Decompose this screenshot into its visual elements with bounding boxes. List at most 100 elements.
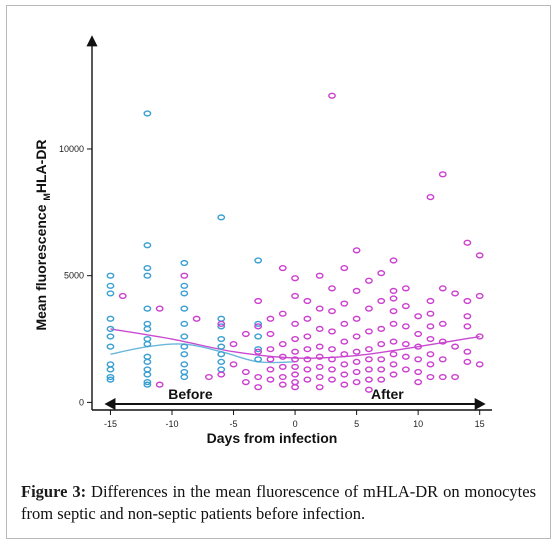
- data-point-series-1: [143, 353, 152, 360]
- data-point-series-2: [155, 381, 164, 388]
- data-point-series-2: [414, 343, 423, 350]
- data-point-series-1: [254, 257, 263, 264]
- data-point-series-2: [118, 292, 127, 300]
- data-point-series-1: [143, 381, 152, 388]
- data-point-series-1: [180, 343, 189, 350]
- figure-frame: [6, 5, 551, 539]
- data-point-series-2: [315, 343, 324, 350]
- arrow-head-left: [104, 398, 116, 410]
- before-label: Before: [168, 386, 213, 402]
- data-point-series-2: [266, 330, 275, 338]
- data-point-series-2: [463, 348, 472, 355]
- data-point-series-2: [352, 358, 361, 365]
- data-point-series-2: [463, 358, 472, 365]
- x-tick-label: 15: [475, 419, 485, 429]
- data-point-series-1: [180, 368, 189, 376]
- data-point-series-2: [414, 313, 423, 320]
- data-point-series-2: [340, 371, 349, 378]
- data-point-series-2: [328, 356, 336, 363]
- x-tick-label: 0: [293, 419, 298, 429]
- data-point-series-2: [365, 305, 373, 312]
- data-point-series-2: [328, 92, 336, 99]
- data-point-series-1: [143, 379, 152, 386]
- y-tick-label: 10000: [59, 144, 84, 154]
- data-point-series-2: [389, 257, 398, 264]
- data-point-series-2: [438, 373, 447, 381]
- data-point-series-2: [377, 325, 386, 333]
- x-tick-label: 5: [354, 419, 359, 429]
- data-point-series-2: [229, 341, 238, 348]
- data-point-series-1: [143, 305, 152, 312]
- data-point-series-2: [328, 376, 336, 383]
- data-point-series-2: [365, 366, 373, 373]
- data-point-series-2: [291, 320, 299, 327]
- data-point-series-2: [340, 320, 349, 327]
- data-point-series-2: [254, 348, 263, 355]
- data-point-series-1: [180, 320, 189, 327]
- data-point-series-2: [303, 356, 312, 363]
- data-point-series-1: [217, 351, 226, 358]
- data-point-series-2: [328, 285, 336, 292]
- data-point-series-1: [143, 335, 152, 343]
- data-point-series-2: [365, 328, 373, 335]
- data-point-series-2: [401, 302, 410, 310]
- data-point-series-2: [328, 308, 336, 315]
- data-point-series-2: [377, 297, 386, 305]
- data-points: [106, 92, 484, 393]
- data-point-series-2: [266, 315, 275, 322]
- caption-label: Figure 3:: [21, 482, 87, 501]
- data-point-series-2: [426, 297, 435, 305]
- data-point-series-2: [438, 356, 447, 363]
- data-point-series-2: [451, 343, 459, 350]
- data-point-series-2: [303, 297, 312, 305]
- data-point-series-2: [291, 371, 299, 378]
- data-point-series-2: [266, 356, 275, 363]
- data-point-series-2: [254, 297, 263, 305]
- caption-text: Differences in the mean fluorescence of …: [21, 482, 536, 523]
- data-point-series-2: [365, 376, 373, 383]
- data-point-series-1: [254, 346, 263, 353]
- data-point-series-1: [143, 325, 152, 333]
- data-point-series-2: [217, 320, 226, 327]
- figure-caption: Figure 3: Differences in the mean fluore…: [21, 481, 536, 525]
- data-point-series-1: [106, 366, 115, 373]
- data-point-series-2: [401, 285, 410, 292]
- data-point-series-2: [426, 310, 435, 317]
- data-point-series-2: [414, 356, 423, 363]
- data-point-series-2: [291, 335, 299, 343]
- data-point-series-2: [266, 376, 275, 383]
- data-point-series-2: [155, 305, 164, 312]
- arrow-head-right: [474, 398, 486, 410]
- data-point-series-2: [205, 373, 213, 381]
- data-point-series-1: [217, 315, 226, 322]
- data-point-series-1: [180, 290, 189, 297]
- data-point-series-2: [414, 379, 423, 386]
- data-point-series-1: [180, 333, 189, 340]
- data-point-series-2: [291, 363, 299, 371]
- data-point-series-2: [291, 379, 299, 386]
- data-point-series-2: [389, 320, 398, 327]
- data-point-series-2: [463, 313, 472, 320]
- scatter-chart: 0 5000 10000 -15 -10 -5 0 5 10 15 Before After Days…: [33, 35, 492, 446]
- data-point-series-1: [143, 358, 152, 365]
- data-point-series-1: [143, 264, 152, 272]
- data-point-series-2: [352, 368, 361, 376]
- data-point-series-2: [352, 333, 361, 340]
- data-point-series-2: [401, 341, 410, 348]
- data-point-series-1: [106, 333, 115, 340]
- data-point-series-1: [106, 376, 115, 383]
- data-point-series-1: [106, 272, 115, 279]
- data-point-series-2: [438, 171, 447, 178]
- data-point-series-2: [352, 315, 361, 322]
- data-point-series-1: [143, 371, 152, 378]
- data-point-series-1: [106, 361, 115, 368]
- data-point-series-2: [377, 341, 386, 348]
- data-point-series-2: [365, 277, 373, 284]
- data-point-series-2: [192, 315, 201, 322]
- data-point-series-2: [365, 346, 373, 353]
- data-point-series-2: [278, 373, 287, 381]
- data-point-series-2: [278, 341, 287, 348]
- data-point-series-2: [340, 381, 349, 388]
- data-point-series-2: [180, 272, 189, 279]
- data-point-series-2: [291, 275, 299, 282]
